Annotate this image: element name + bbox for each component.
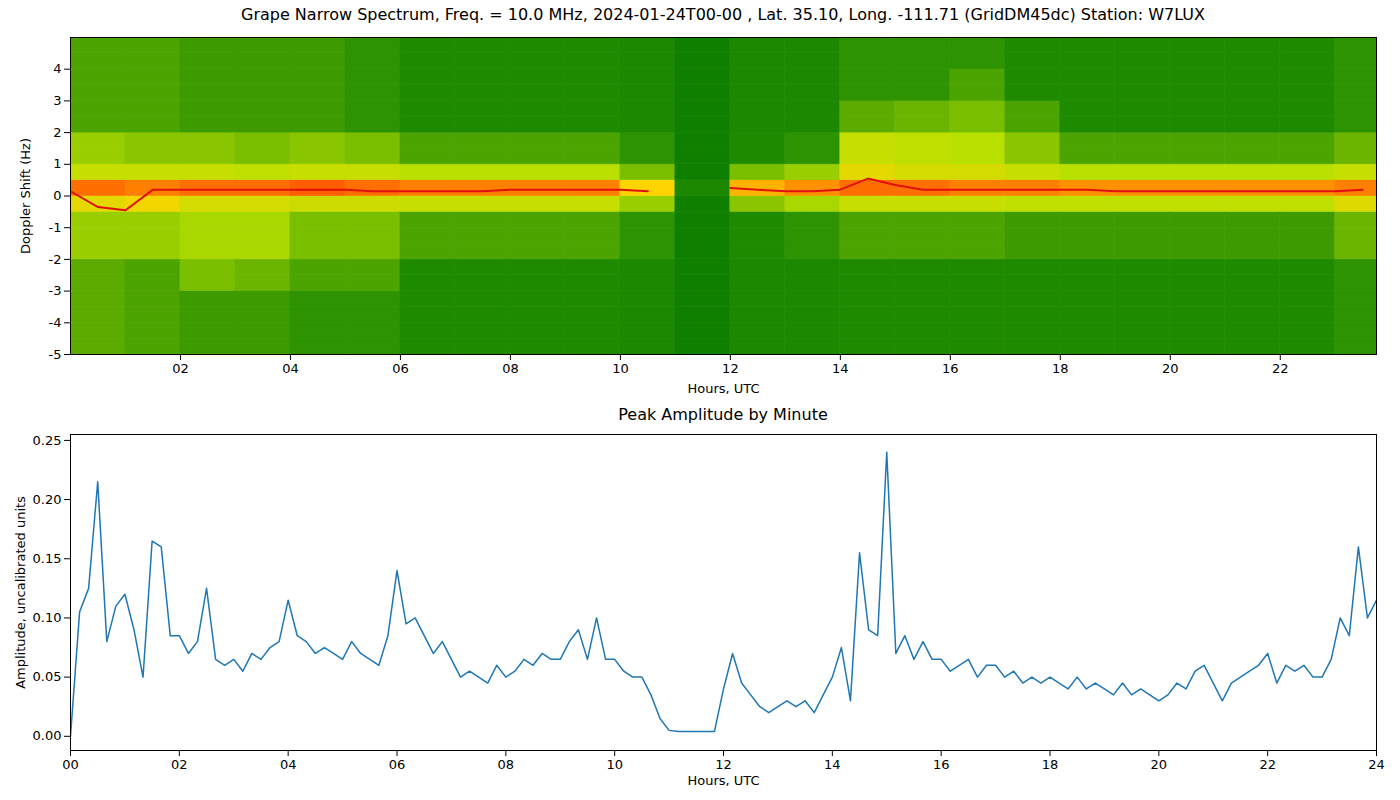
svg-text:0: 0: [53, 188, 61, 203]
svg-text:4: 4: [53, 61, 61, 76]
svg-text:08: 08: [498, 757, 515, 772]
svg-text:-2: -2: [49, 252, 62, 267]
svg-text:Doppler Shift (Hz): Doppler Shift (Hz): [18, 138, 33, 254]
svg-text:0.00: 0.00: [33, 728, 62, 743]
svg-text:00: 00: [62, 757, 79, 772]
svg-text:10: 10: [612, 361, 629, 376]
svg-text:Hours, UTC: Hours, UTC: [687, 773, 759, 788]
svg-text:22: 22: [1272, 361, 1289, 376]
svg-text:20: 20: [1151, 757, 1168, 772]
svg-text:02: 02: [172, 361, 189, 376]
svg-text:0.15: 0.15: [33, 551, 62, 566]
svg-text:20: 20: [1162, 361, 1179, 376]
svg-text:-5: -5: [49, 347, 62, 362]
svg-text:04: 04: [280, 757, 297, 772]
svg-text:14: 14: [824, 757, 841, 772]
svg-text:16: 16: [942, 361, 959, 376]
svg-text:06: 06: [392, 361, 409, 376]
svg-text:-3: -3: [49, 283, 62, 298]
svg-text:18: 18: [1042, 757, 1059, 772]
svg-text:Hours, UTC: Hours, UTC: [687, 381, 759, 396]
html-text:Peak Amplitude by Minute: Peak Amplitude by Minute: [618, 405, 828, 424]
svg-text:3: 3: [53, 93, 61, 108]
svg-text:12: 12: [722, 361, 739, 376]
svg-text:2: 2: [53, 125, 61, 140]
svg-text:14: 14: [832, 361, 849, 376]
svg-text:24: 24: [1368, 757, 1385, 772]
html-text:Grape Narrow Spectrum, Freq. =: Grape Narrow Spectrum, Freq. = 10.0 MHz,…: [241, 5, 1205, 24]
svg-text:10: 10: [606, 757, 623, 772]
svg-text:Amplitude, uncalibrated units: Amplitude, uncalibrated units: [13, 496, 28, 689]
svg-text:0.20: 0.20: [33, 492, 62, 507]
svg-text:12: 12: [715, 757, 732, 772]
svg-text:06: 06: [389, 757, 406, 772]
svg-text:08: 08: [502, 361, 519, 376]
svg-text:18: 18: [1052, 361, 1069, 376]
svg-text:04: 04: [282, 361, 299, 376]
svg-text:0.10: 0.10: [33, 610, 62, 625]
svg-text:0.25: 0.25: [33, 433, 62, 448]
svg-text:-4: -4: [49, 315, 62, 330]
svg-text:0.05: 0.05: [33, 669, 62, 684]
svg-text:22: 22: [1259, 757, 1276, 772]
svg-text:02: 02: [171, 757, 188, 772]
svg-text:16: 16: [933, 757, 950, 772]
svg-text:1: 1: [53, 156, 61, 171]
svg-text:-1: -1: [49, 220, 62, 235]
